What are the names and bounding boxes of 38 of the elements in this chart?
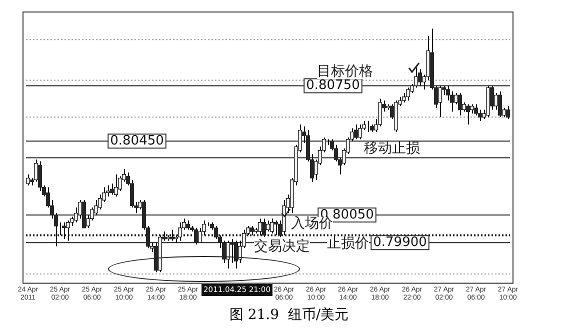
candlestick <box>78 200 82 220</box>
candlestick <box>470 104 474 114</box>
candlestick <box>186 220 190 230</box>
candlestick <box>458 92 462 116</box>
candlestick <box>110 183 114 196</box>
candlestick <box>266 220 270 232</box>
annotation: 目标价格 <box>317 64 373 80</box>
candlestick <box>226 240 230 269</box>
candlestick <box>34 159 38 182</box>
candlestick <box>178 222 182 242</box>
candlestick <box>38 160 42 192</box>
candlestick <box>114 174 118 197</box>
text: 图 21.9 纽币/美元 <box>228 306 350 324</box>
candlestick <box>26 174 30 186</box>
candlestick <box>202 220 206 236</box>
candlestick <box>258 218 262 236</box>
candlestick <box>66 220 70 242</box>
candlestick <box>506 106 510 120</box>
candlestick <box>198 227 202 244</box>
candlestick <box>138 200 142 210</box>
candlestick <box>406 87 410 102</box>
candlestick <box>454 92 458 105</box>
candlestick <box>438 85 442 118</box>
candlestick <box>466 104 470 126</box>
candlestick <box>474 104 478 116</box>
candlestick <box>502 107 506 118</box>
ref-line-label: 0.80750 <box>306 78 360 94</box>
candlestick <box>498 90 502 118</box>
candlestick <box>358 124 362 140</box>
candlestick <box>402 92 406 103</box>
ref-line-label: 0.79900 <box>373 234 427 250</box>
annotation: 交易决定 <box>254 238 310 255</box>
ref-line-label: 0.80450 <box>110 134 164 149</box>
annotation: 止损价 <box>327 236 369 252</box>
candlestick <box>270 218 274 234</box>
candlestick <box>494 92 498 110</box>
candlestick <box>462 102 466 112</box>
annotation: 移动止损 <box>364 140 420 157</box>
